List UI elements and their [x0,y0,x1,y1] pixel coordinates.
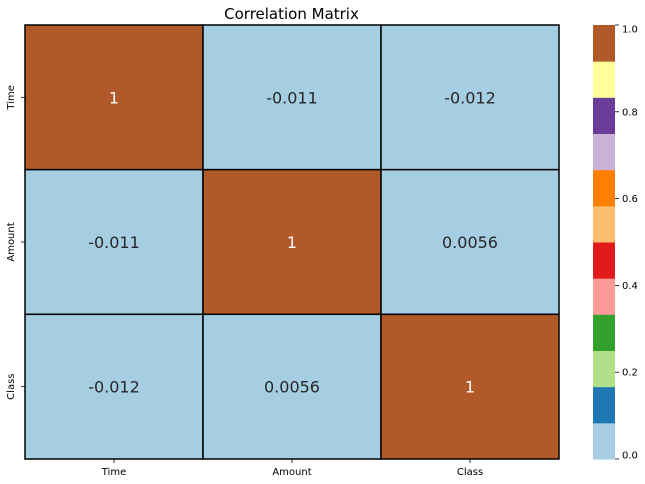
heatmap-cell-labels: 1 -0.011 -0.012 -0.011 1 0.0056 -0.012 0.0056 1 [88,88,498,396]
colorbar-segment [593,61,615,98]
cell-value-label: -0.012 [88,378,140,397]
heatmap-cell-amount-class [380,168,560,316]
y-tick-label: Amount [6,222,17,261]
y-tick-label: Time [6,85,17,110]
colorbar-segment [593,422,615,460]
colorbar-tick-label: 0.6 [622,194,638,205]
x-tick-label: Time [101,467,126,478]
heatmap-cell-amount-time [24,168,204,316]
colorbar-tick-label: 0.8 [622,107,638,118]
y-tick-label: Class [6,374,17,400]
colorbar-segment [593,97,615,134]
cell-value-label: 1 [109,88,119,107]
colorbar: 0.0 0.2 0.4 0.6 0.8 1.0 [593,25,638,462]
colorbar-tick-label: 0.4 [622,281,638,292]
colorbar-segment [593,169,615,207]
colorbar-tick-label: 1.0 [622,25,638,36]
colorbar-segment [593,350,615,388]
colorbar-segment [593,314,615,351]
x-axis: Time Amount Class [101,459,483,478]
colorbar-segment [593,386,615,424]
colorbar-segment [593,242,615,279]
cell-value-label: 0.0056 [442,233,498,252]
x-tick-label: Class [457,467,483,478]
cell-value-label: 0.0056 [264,378,320,397]
colorbar-tick-label: 0.2 [622,368,638,379]
colorbar-tick-label: 0.0 [622,451,638,462]
y-axis: Time Amount Class [6,85,25,400]
cell-value-label: -0.011 [88,233,140,252]
colorbar-segment [593,133,615,171]
heatmap-cell-time-time [24,24,204,171]
colorbar-segment [593,25,615,62]
x-tick-label: Amount [272,467,311,478]
colorbar-segment [593,205,615,243]
cell-value-label: 1 [465,378,475,397]
cell-value-label: -0.011 [266,88,318,107]
colorbar-segment [593,278,615,315]
chart-title: Correlation Matrix [224,5,359,23]
heatmap-cells [24,24,560,460]
heatmap-cell-class-amount [202,313,382,460]
heatmap-cell-time-amount [202,24,382,171]
heatmap-cell-amount-amount [202,168,382,316]
heatmap-cell-time-class [380,24,560,171]
cell-value-label: 1 [287,233,297,252]
cell-value-label: -0.012 [444,88,496,107]
